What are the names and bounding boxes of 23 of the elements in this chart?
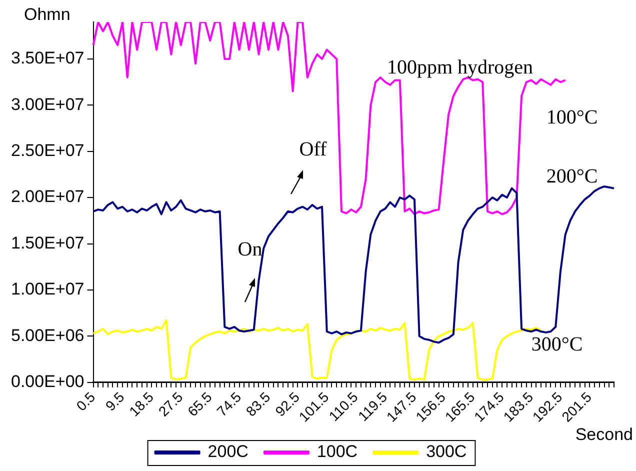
x-axis-title: Second — [575, 425, 633, 444]
y-tick-label: 0.00E+00 — [10, 372, 84, 392]
annotation: 100ppm hydrogen — [386, 56, 534, 78]
y-tick-label: 2.00E+07 — [10, 187, 84, 206]
y-tick-label: 1.00E+07 — [10, 280, 84, 299]
x-tick-label: 0.5 — [73, 388, 98, 414]
x-tick-label: 74.5 — [214, 388, 244, 420]
y-axis-title: Ohmn — [24, 5, 70, 24]
x-tick-label: 65.5 — [184, 388, 216, 420]
legend-label: 100C — [316, 442, 358, 462]
y-tick-label: 3.00E+07 — [10, 94, 84, 114]
annotation: 300°C — [531, 333, 583, 356]
y-tick-label: 5.00E+06 — [10, 326, 84, 345]
legend-label: 200C — [208, 442, 248, 462]
y-tick-label: 2.50E+07 — [10, 141, 84, 160]
y-tick-label: 3.50E+07 — [10, 48, 84, 68]
annotation: On — [238, 238, 262, 260]
annotation: 200°C — [546, 165, 598, 188]
x-tick-label: 9.5 — [102, 388, 128, 414]
y-tick-label: 1.50E+07 — [10, 233, 84, 252]
annotation: 100°C — [546, 106, 598, 128]
legend-label: 300C — [426, 442, 467, 462]
annotation: Off — [299, 138, 328, 160]
